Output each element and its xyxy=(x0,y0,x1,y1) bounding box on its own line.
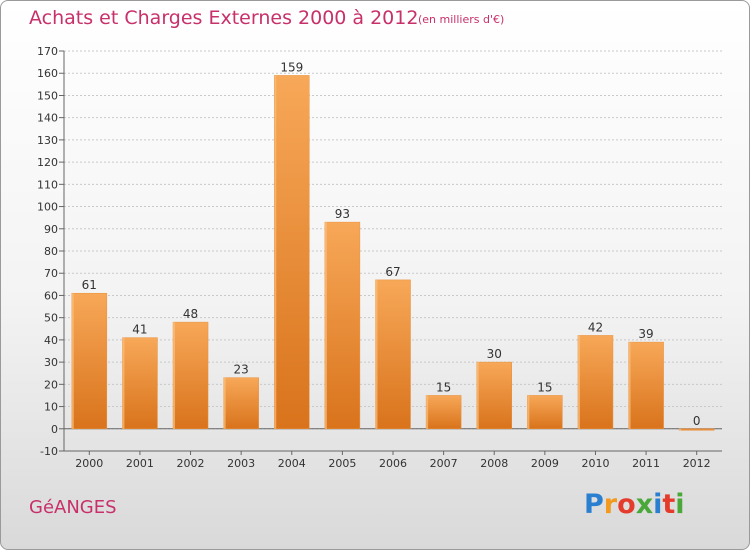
y-tick-label: 120 xyxy=(37,156,58,169)
bar-highlight xyxy=(476,362,479,429)
y-tick-label: 140 xyxy=(37,112,58,125)
data-label: 23 xyxy=(234,363,249,377)
data-label: 159 xyxy=(280,60,303,74)
x-tick-label: 2012 xyxy=(683,457,711,470)
data-label: 61 xyxy=(82,278,97,292)
bar-highlight xyxy=(527,395,530,429)
logo-letter: r xyxy=(603,489,618,520)
place-name: GéANGES xyxy=(29,497,117,518)
x-tick-label: 2005 xyxy=(328,457,356,470)
y-tick-label: 130 xyxy=(37,134,58,147)
data-label: 15 xyxy=(537,380,552,394)
bar-highlight xyxy=(173,322,176,429)
data-label: 41 xyxy=(132,323,147,337)
logo-letter: P xyxy=(584,489,604,520)
bar xyxy=(527,395,563,430)
y-tick-label: 30 xyxy=(44,356,58,369)
y-tick-label: 50 xyxy=(44,312,58,325)
y-tick-label: 110 xyxy=(37,178,58,191)
x-tick-label: 2008 xyxy=(480,457,508,470)
bar xyxy=(425,395,462,430)
y-tick-label: 90 xyxy=(44,223,58,236)
x-tick-label: 2007 xyxy=(430,457,458,470)
y-tick-label: -10 xyxy=(40,445,58,458)
bar xyxy=(274,75,310,430)
bar xyxy=(678,428,715,431)
bar xyxy=(324,221,361,430)
bar-highlight xyxy=(274,75,277,429)
data-label: 93 xyxy=(335,207,350,221)
logo-letter: o xyxy=(617,489,636,520)
bar xyxy=(577,335,614,430)
y-tick-label: 70 xyxy=(44,267,58,280)
y-tick-label: 150 xyxy=(37,89,58,102)
data-label: 48 xyxy=(183,307,198,321)
logo-letter: i xyxy=(675,489,685,520)
bar-highlight xyxy=(679,428,682,431)
data-label: 39 xyxy=(638,327,653,341)
x-tick-label: 2011 xyxy=(632,457,660,470)
data-label: 0 xyxy=(693,414,701,428)
logo-letter: t xyxy=(662,489,676,520)
bar-highlight xyxy=(426,395,429,429)
y-tick-label: 60 xyxy=(44,289,58,302)
y-tick-label: 10 xyxy=(44,401,58,414)
y-tick-label: 160 xyxy=(37,67,58,80)
bar xyxy=(122,337,158,430)
data-label: 15 xyxy=(436,380,451,394)
bar-highlight xyxy=(577,335,580,429)
bar-highlight xyxy=(71,293,74,429)
bar xyxy=(71,292,108,430)
bar-highlight xyxy=(122,337,125,429)
logo-letter: x xyxy=(635,489,654,520)
x-tick-label: 2000 xyxy=(75,457,103,470)
x-tick-label: 2004 xyxy=(278,457,306,470)
bar xyxy=(375,279,411,430)
y-tick-label: 170 xyxy=(37,45,58,58)
x-tick-label: 2009 xyxy=(531,457,559,470)
y-tick-label: 100 xyxy=(37,201,58,214)
x-tick-label: 2003 xyxy=(227,457,255,470)
x-tick-label: 2002 xyxy=(177,457,205,470)
y-tick-label: 0 xyxy=(51,423,58,436)
data-label: 42 xyxy=(588,320,603,334)
data-label: 30 xyxy=(487,347,502,361)
x-tick-label: 2006 xyxy=(379,457,407,470)
bar-highlight xyxy=(628,342,631,429)
chart-title: Achats et Charges Externes 2000 à 2012 xyxy=(29,7,419,29)
data-label: 67 xyxy=(385,265,400,279)
bar-highlight xyxy=(375,279,378,429)
proxiti-logo: Proxiti xyxy=(584,489,685,520)
bar-highlight xyxy=(324,222,327,429)
y-tick-label: 20 xyxy=(44,378,58,391)
y-tick-label: 80 xyxy=(44,245,58,258)
chart-unit: (en milliers d'€) xyxy=(418,13,505,26)
bar xyxy=(476,361,512,430)
logo-letter: i xyxy=(653,489,663,520)
x-tick-label: 2010 xyxy=(581,457,609,470)
bar-highlight xyxy=(223,377,226,429)
bar xyxy=(223,377,259,430)
bar xyxy=(628,341,664,430)
y-tick-label: 40 xyxy=(44,334,58,347)
x-tick-label: 2001 xyxy=(126,457,154,470)
bar xyxy=(172,321,209,430)
